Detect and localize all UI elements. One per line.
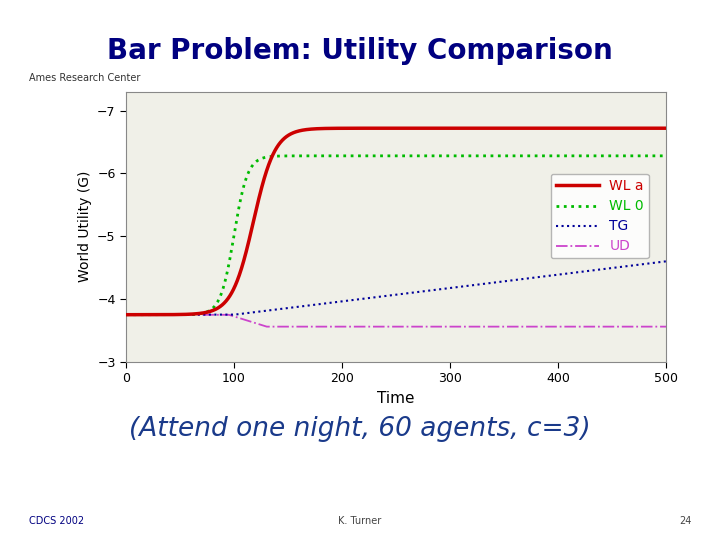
UD [446, 323, 454, 330]
Text: K. Turner: K. Turner [338, 516, 382, 526]
Text: Bar Problem: Utility Comparison: Bar Problem: Utility Comparison [107, 37, 613, 65]
WL 0 [220, 282, 228, 288]
WL a [220, 300, 228, 306]
WL 0 [122, 312, 130, 318]
UD [662, 323, 670, 330]
WL 0 [662, 153, 670, 159]
Text: Ames Research Center: Ames Research Center [29, 73, 140, 83]
WL 0 [525, 153, 534, 159]
TG [446, 285, 454, 291]
Line: TG: TG [126, 261, 666, 315]
Legend: WL a, WL 0, TG, UD: WL a, WL 0, TG, UD [551, 174, 649, 259]
WL a [646, 125, 654, 131]
TG [566, 270, 575, 276]
Line: WL a: WL a [126, 128, 666, 315]
TG [328, 299, 337, 306]
UD [220, 312, 228, 318]
UD [566, 323, 575, 330]
WL a [473, 125, 482, 131]
Y-axis label: World Utility (G): World Utility (G) [78, 171, 91, 282]
Line: WL 0: WL 0 [126, 156, 666, 315]
Text: 24: 24 [679, 516, 691, 526]
WL a [566, 125, 575, 131]
TG [662, 258, 670, 265]
Text: (Attend one night, 60 agents, c=3): (Attend one night, 60 agents, c=3) [129, 416, 591, 442]
TG [122, 312, 130, 318]
WL a [122, 312, 130, 318]
WL 0 [473, 153, 482, 159]
X-axis label: Time: Time [377, 391, 415, 406]
TG [525, 275, 534, 281]
UD [122, 312, 130, 318]
UD [262, 323, 271, 330]
WL a [446, 125, 454, 131]
WL 0 [566, 153, 575, 159]
WL 0 [328, 153, 337, 159]
WL 0 [446, 153, 454, 159]
UD [473, 323, 482, 330]
TG [220, 312, 228, 318]
UD [525, 323, 534, 330]
WL 0 [477, 153, 486, 159]
WL a [328, 125, 337, 132]
Line: UD: UD [126, 315, 666, 327]
WL a [525, 125, 534, 131]
UD [328, 323, 337, 330]
WL a [662, 125, 670, 131]
Text: CDCS 2002: CDCS 2002 [29, 516, 84, 526]
TG [473, 281, 482, 288]
